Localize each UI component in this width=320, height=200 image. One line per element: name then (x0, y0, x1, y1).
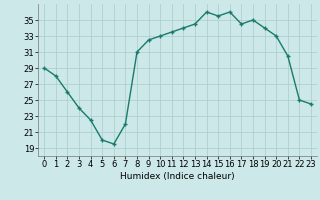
X-axis label: Humidex (Indice chaleur): Humidex (Indice chaleur) (120, 172, 235, 181)
